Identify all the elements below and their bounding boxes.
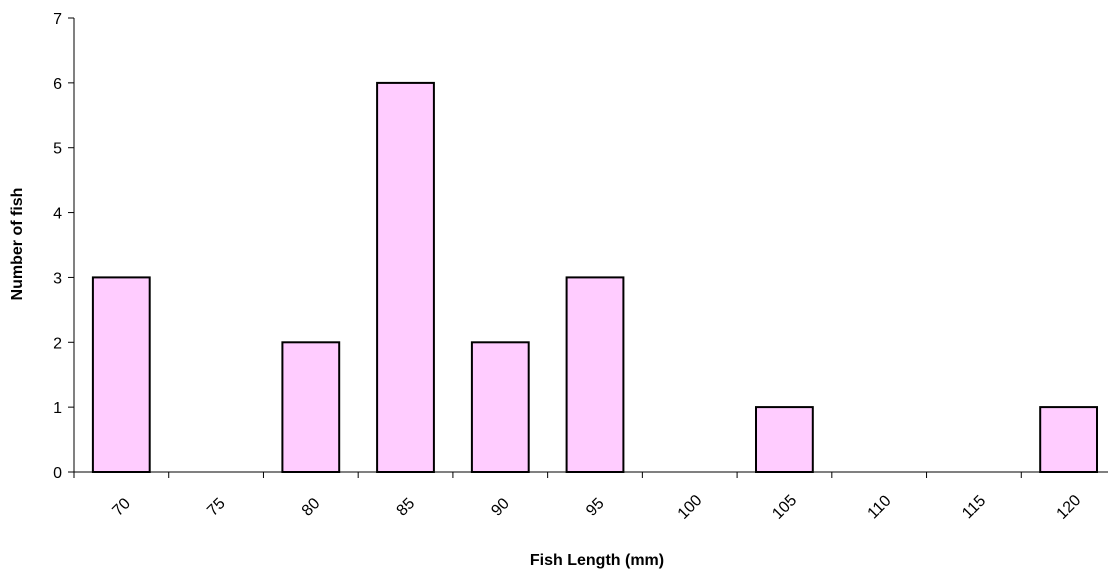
bar-105 xyxy=(755,406,814,474)
bar-80 xyxy=(281,341,341,473)
y-tick-label-0: 0 xyxy=(53,465,62,482)
bar-85 xyxy=(376,81,435,474)
bars-layer xyxy=(91,81,1098,474)
y-tick-label-3: 3 xyxy=(53,270,62,287)
axes-layer xyxy=(68,17,1108,478)
x-tick-label-120: 120 xyxy=(1054,492,1085,523)
bar-70 xyxy=(91,276,151,473)
x-tick-label-75: 75 xyxy=(204,495,229,520)
bar-90 xyxy=(470,341,530,473)
x-tick-label-100: 100 xyxy=(675,492,706,523)
x-tick-label-80: 80 xyxy=(299,495,324,520)
y-tick-label-7: 7 xyxy=(53,11,62,28)
y-tick-label-2: 2 xyxy=(53,335,62,352)
y-axis-title: Number of fish xyxy=(9,188,26,301)
x-tick-label-85: 85 xyxy=(394,495,419,520)
x-tick-label-110: 110 xyxy=(865,492,895,522)
bar-95 xyxy=(565,276,625,473)
x-tick-label-90: 90 xyxy=(488,495,513,520)
y-tick-label-5: 5 xyxy=(53,141,62,158)
x-tick-label-105: 105 xyxy=(769,492,800,523)
y-tick-label-1: 1 xyxy=(53,400,62,417)
y-tick-label-6: 6 xyxy=(53,76,62,93)
x-tick-label-95: 95 xyxy=(583,495,608,520)
x-tick-label-70: 70 xyxy=(109,495,134,520)
bar-120 xyxy=(1039,406,1098,474)
y-tick-label-4: 4 xyxy=(53,206,62,223)
x-axis-title: Fish Length (mm) xyxy=(530,552,664,569)
x-tick-label-115: 115 xyxy=(959,492,989,522)
